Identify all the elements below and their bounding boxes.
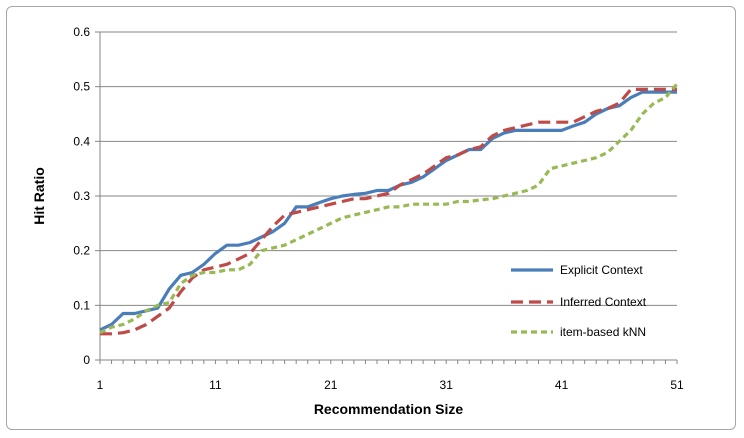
- legend-label-0: Explicit Context: [560, 263, 643, 277]
- y-axis-title: Hit Ratio: [31, 167, 47, 225]
- gridlines: [100, 31, 677, 306]
- series-line-1: [100, 87, 677, 336]
- chart-frame: [6, 6, 736, 430]
- legend-label-2: item-based kNN: [560, 325, 646, 339]
- y-tick-label-4: 0.4: [73, 134, 90, 148]
- x-tick-label-5: 51: [670, 378, 684, 392]
- y-tick-label-6: 0.6: [73, 25, 90, 39]
- x-tick-label-0: 1: [97, 378, 104, 392]
- legend-label-1: Inferred Context: [560, 295, 647, 309]
- x-axis-title: Recommendation Size: [314, 401, 464, 417]
- y-tick-label-5: 0.5: [73, 80, 90, 94]
- y-tick-label-2: 0.2: [73, 244, 90, 258]
- legend: Explicit Context Inferred Context item-bas…: [511, 263, 647, 339]
- x-tick-label-4: 41: [555, 378, 569, 392]
- x-tick-label-2: 21: [324, 378, 338, 392]
- y-tick-label-3: 0.3: [73, 189, 90, 203]
- series-line-2: [99, 82, 679, 335]
- y-axis-ticks: 0 0.1 0.2 0.3 0.4 0.5 0.6: [73, 25, 100, 367]
- series-line-0: [99, 90, 677, 332]
- x-tick-label-3: 31: [440, 378, 454, 392]
- x-tick-label-1: 11: [209, 378, 222, 392]
- x-axis-ticks: 1 11 21 31 41 51: [97, 360, 684, 392]
- y-tick-label-1: 0.1: [73, 298, 90, 312]
- series-layer: [99, 82, 679, 336]
- y-tick-label-0: 0: [83, 353, 90, 367]
